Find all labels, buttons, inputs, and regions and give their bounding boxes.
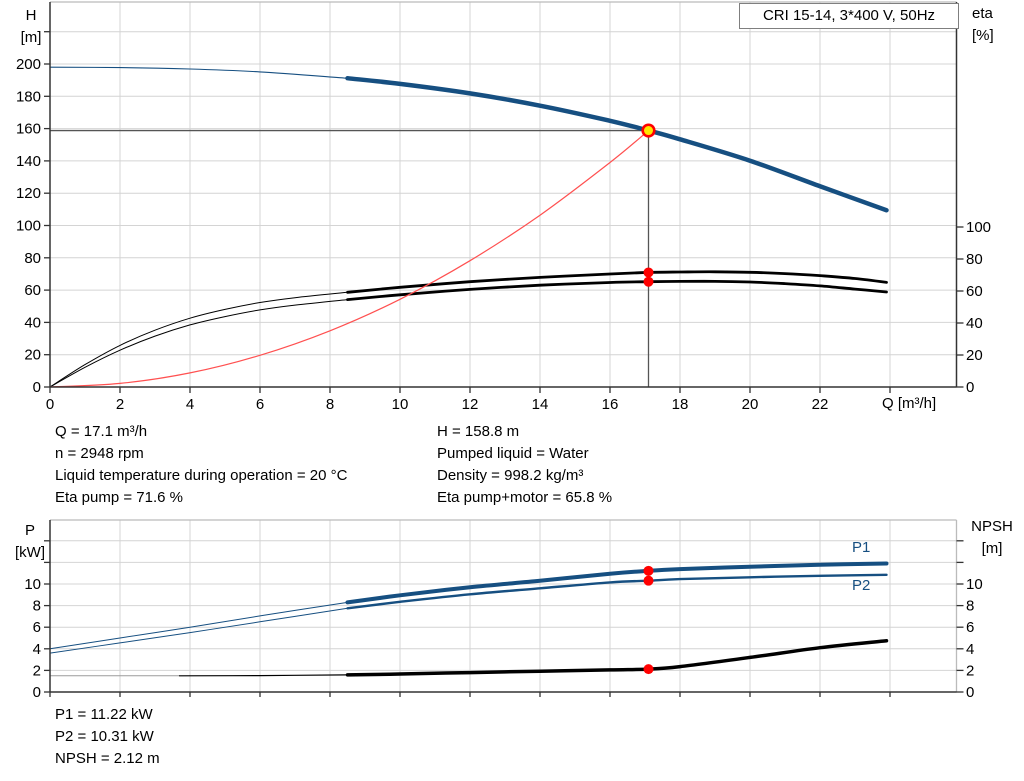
- p1-value-text: P1 = 11.22 kW: [55, 706, 153, 723]
- p2-curve-label: P2: [852, 577, 871, 594]
- p-duty-dot: [643, 575, 654, 586]
- h-tick-label: 120: [16, 185, 41, 202]
- eta-tick-label: 80: [966, 251, 983, 268]
- p-tick-label: 2: [33, 662, 41, 679]
- h-tick-label: 60: [24, 282, 41, 299]
- eta-duty-dot: [643, 276, 654, 287]
- q-tick-label: 14: [532, 396, 549, 413]
- h-tick-label: 180: [16, 88, 41, 105]
- duty-point-marker[interactable]: [641, 123, 656, 138]
- npsh-tick-label: 2: [966, 662, 974, 679]
- qh-curve-segment-0: [49, 66, 349, 79]
- q-tick-label: 2: [116, 396, 124, 413]
- q-tick-label: 4: [186, 396, 194, 413]
- q-tick-label: 6: [256, 396, 264, 413]
- q-tick-label: 8: [326, 396, 334, 413]
- p-tick-label: 6: [33, 619, 41, 636]
- p-tick-label: 4: [33, 641, 41, 658]
- npsh-axis-title: NPSH [m]: [971, 518, 1013, 557]
- pump-title: CRI 15-14, 3*400 V, 50Hz: [762, 7, 936, 24]
- npsh-duty-dot: [643, 664, 654, 675]
- p2-curve-segment-0: [49, 607, 348, 654]
- pumped-liquid-text: Pumped liquid = Water: [437, 445, 589, 462]
- p1-curve-segment-0: [49, 601, 348, 650]
- eta-axis-title: eta [%]: [972, 5, 994, 44]
- p-tick-label: 10: [24, 576, 41, 593]
- h-tick-label: 140: [16, 153, 41, 170]
- eta-pump-motor-text: Eta pump+motor = 65.8 %: [437, 489, 613, 506]
- h-tick-label: 200: [16, 56, 41, 73]
- liquid-temp-text: Liquid temperature during operation = 20…: [55, 467, 348, 484]
- npsh-curve-segment-1: [178, 674, 349, 677]
- npsh-tick-label: 4: [966, 641, 974, 658]
- npsh-tick-label: 8: [966, 598, 974, 615]
- q-tick-label: 22: [812, 396, 829, 413]
- eta-pump-text: Eta pump = 71.6 %: [55, 489, 183, 506]
- pump-title-box: CRI 15-14, 3*400 V, 50Hz: [739, 3, 959, 29]
- h-tick-label: 160: [16, 121, 41, 138]
- npsh-curve-segment-2: [345, 638, 889, 677]
- p2-value-text: P2 = 10.31 kW: [55, 728, 154, 745]
- eta-pump-motor-curve-segment-1: [346, 279, 888, 301]
- p-tick-label: 0: [33, 684, 41, 701]
- p1-curve-label: P1: [852, 539, 871, 556]
- q-tick-label: 16: [602, 396, 619, 413]
- qh-curve-segment-1: [345, 75, 889, 213]
- p-duty-dot: [643, 565, 654, 576]
- density-text: Density = 998.2 kg/m³: [437, 467, 584, 484]
- operating-point-text-left: Q = 17.1 m³/h n = 2948 rpm Liquid temper…: [55, 421, 347, 509]
- eta-pump-curve-segment-1: [346, 270, 888, 294]
- npsh-tick-label: 10: [966, 576, 983, 593]
- eta-tick-label: 0: [966, 379, 974, 396]
- q-tick-label: 10: [392, 396, 409, 413]
- eta-pump-curve-segment-0: [49, 291, 348, 388]
- eta-tick-label: 60: [966, 283, 983, 300]
- q-tick-label: 18: [672, 396, 689, 413]
- npsh-value-text: NPSH = 2.12 m: [55, 750, 160, 767]
- h-tick-label: 40: [24, 314, 41, 331]
- eta-tick-label: 40: [966, 315, 983, 332]
- system-curve-segment-0: [49, 129, 650, 388]
- p2-curve-segment-1: [346, 573, 888, 610]
- p-tick-label: 8: [33, 598, 41, 615]
- h-axis-title: H [m]: [20, 7, 42, 46]
- eta-duty-dot: [643, 267, 654, 278]
- p-axis-title: P [kW]: [15, 522, 45, 561]
- eta-tick-label: 20: [966, 347, 983, 364]
- eta-pump-motor-curve-segment-0: [49, 299, 348, 388]
- p1-curve-segment-1: [345, 561, 889, 605]
- h-tick-label: 20: [24, 347, 41, 364]
- q-tick-label: 0: [46, 396, 54, 413]
- npsh-tick-label: 6: [966, 619, 974, 636]
- h-tick-label: 0: [33, 379, 41, 396]
- q-axis-title: Q [m³/h]: [882, 395, 937, 412]
- h-tick-label: 100: [16, 218, 41, 235]
- q-tick-label: 20: [742, 396, 759, 413]
- operating-point-text-right: H = 158.8 m Pumped liquid = Water Densit…: [437, 421, 612, 509]
- npsh-tick-label: 0: [966, 684, 974, 701]
- q-value-text: Q = 17.1 m³/h: [55, 423, 148, 440]
- speed-value-text: n = 2948 rpm: [55, 445, 144, 462]
- power-point-text: P1 = 11.22 kW P2 = 10.31 kW NPSH = 2.12 …: [55, 704, 160, 770]
- h-tick-label: 80: [24, 250, 41, 267]
- q-tick-label: 12: [462, 396, 479, 413]
- eta-tick-label: 100: [966, 219, 991, 236]
- h-value-text: H = 158.8 m: [437, 423, 520, 440]
